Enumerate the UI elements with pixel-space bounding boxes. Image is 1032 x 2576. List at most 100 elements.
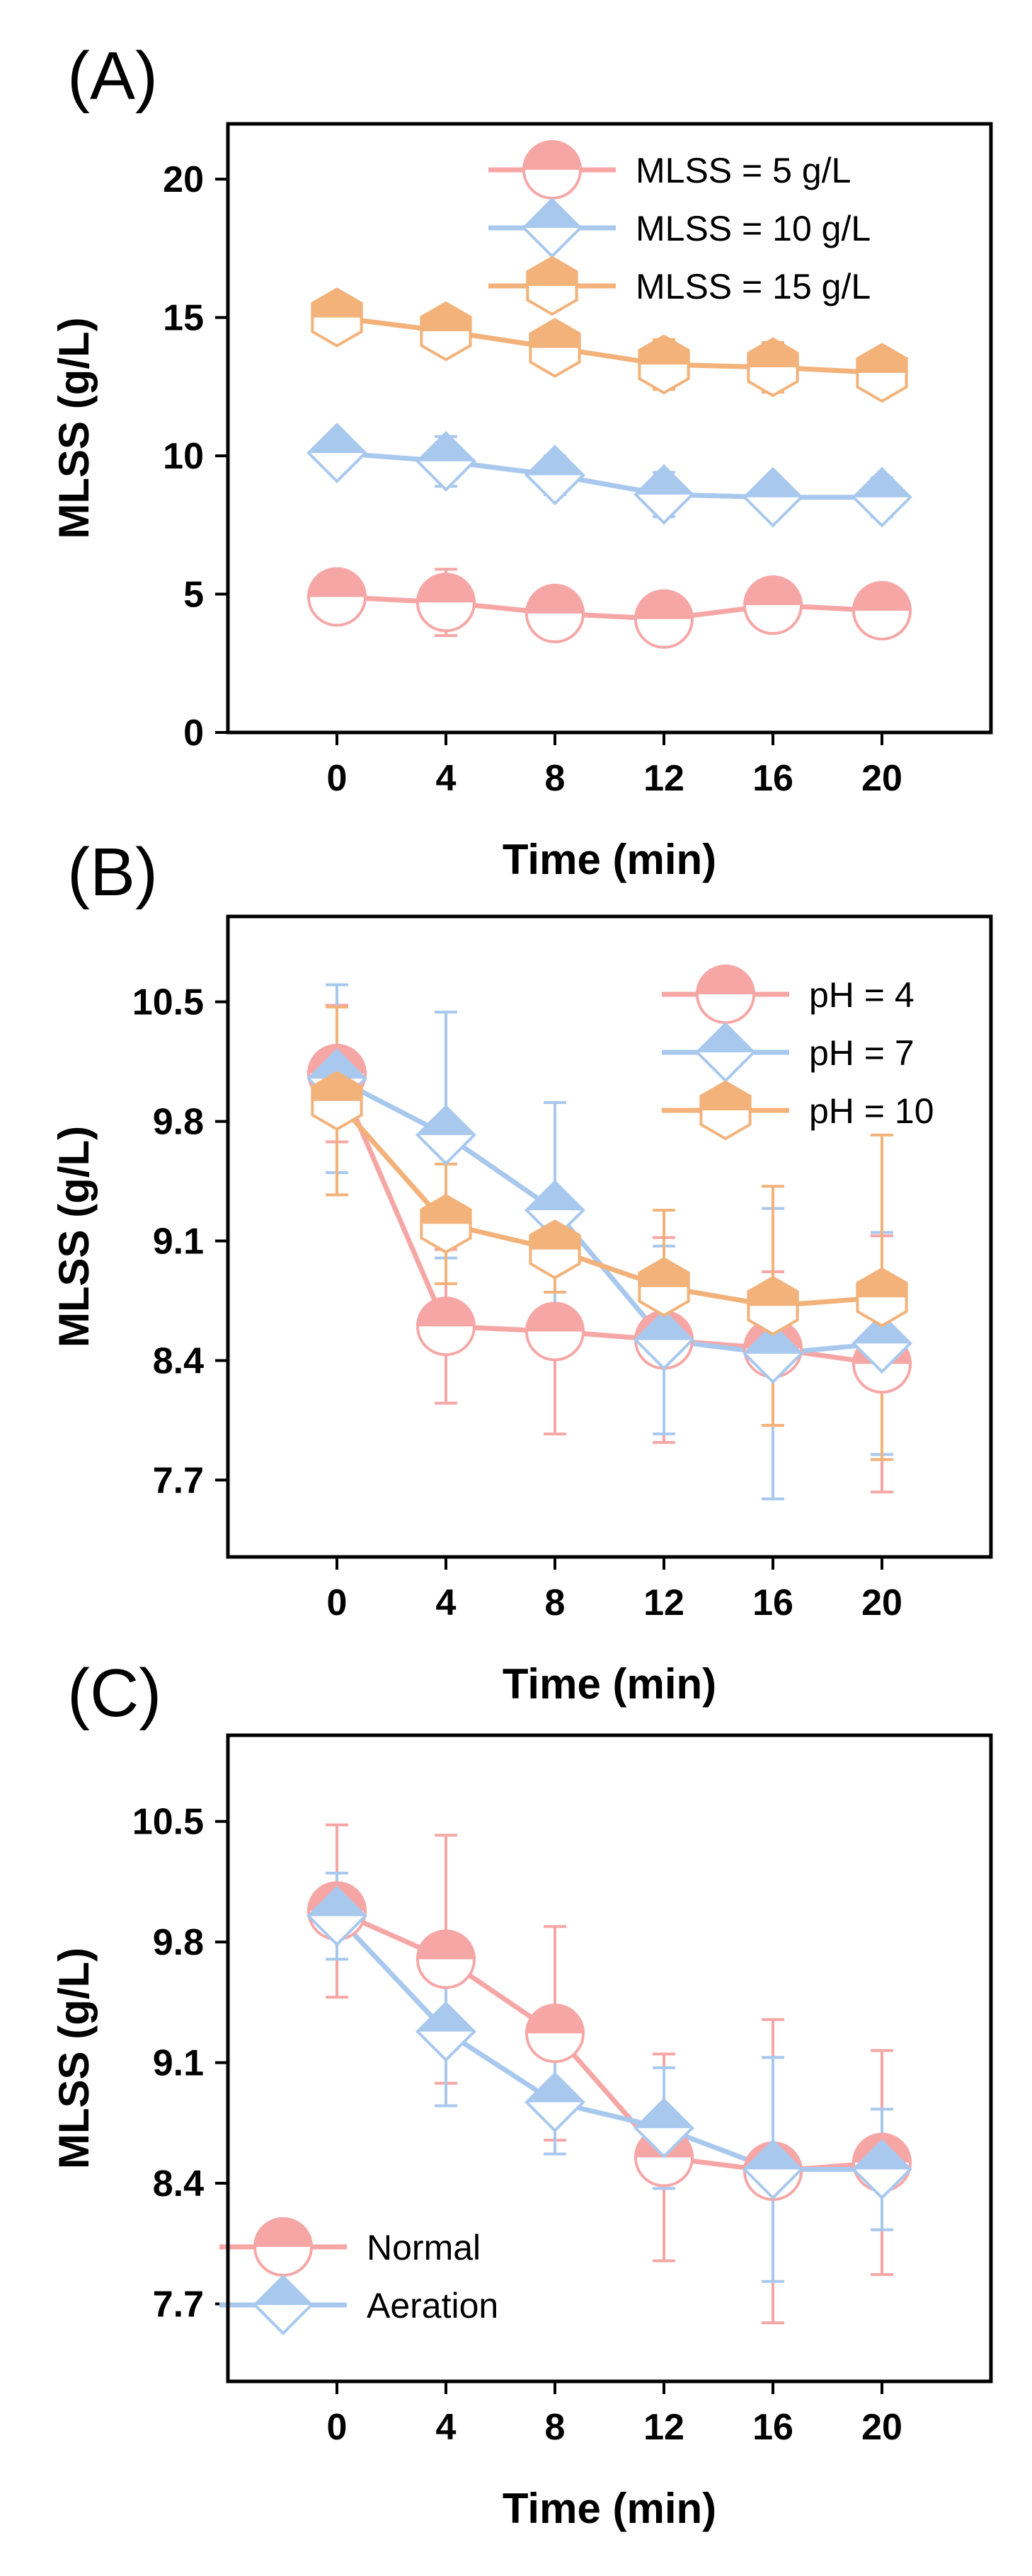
x-tick-label: 20 bbox=[861, 758, 902, 799]
x-axis-label: Time (min) bbox=[503, 1660, 716, 1708]
plot-frame bbox=[226, 1733, 993, 2384]
chart-panel-1: (A) 0 4 8 12 16 20 0 5 10 15 20 Time (min) MLSS (g/L)… bbox=[50, 38, 993, 883]
x-tick-label: 0 bbox=[327, 1582, 348, 1623]
data-point-fill bbox=[743, 575, 803, 606]
data-point-fill bbox=[420, 1194, 472, 1224]
data-point-fill bbox=[856, 343, 908, 373]
data-point-fill bbox=[638, 1257, 690, 1287]
data-point-fill bbox=[524, 444, 585, 476]
x-axis-label: Time (min) bbox=[503, 2485, 716, 2532]
data-point-fill bbox=[524, 1301, 585, 1332]
data-point-fill bbox=[306, 1885, 367, 1916]
data-point-fill bbox=[524, 1180, 585, 1211]
data-point-fill bbox=[852, 466, 912, 498]
series-line bbox=[336, 1076, 883, 1357]
y-tick-label: 7.7 bbox=[153, 1460, 204, 1501]
data-point-fill bbox=[311, 287, 363, 318]
data-point-fill bbox=[633, 589, 694, 619]
x-tick-label: 4 bbox=[436, 758, 457, 799]
y-tick-label: 15 bbox=[163, 298, 204, 339]
data-point-fill bbox=[306, 1048, 367, 1079]
data-point-fill bbox=[743, 466, 803, 498]
legend-label: Normal bbox=[367, 2228, 481, 2267]
legend-marker-fill bbox=[695, 1022, 756, 1052]
data-point-fill bbox=[633, 1309, 694, 1340]
legend-label: Aeration bbox=[367, 2286, 498, 2325]
legend-label: MLSS = 10 g/L bbox=[636, 209, 871, 248]
data-point-fill bbox=[415, 431, 476, 461]
x-tick-label: 4 bbox=[436, 2407, 457, 2448]
legend-marker-fill bbox=[522, 197, 583, 228]
data-point-fill bbox=[638, 334, 690, 365]
legend-label: MLSS = 15 g/L bbox=[636, 267, 871, 306]
plot-frame bbox=[226, 914, 993, 1559]
y-tick-label: 8.4 bbox=[153, 2163, 204, 2204]
legend-label: pH = 10 bbox=[809, 1091, 934, 1131]
legend-marker-fill bbox=[253, 2217, 314, 2247]
data-point-fill bbox=[633, 2098, 694, 2129]
y-tick-label: 20 bbox=[163, 159, 204, 200]
series-3 bbox=[326, 1005, 893, 1461]
data-point-fill bbox=[529, 318, 581, 348]
data-point-fill bbox=[525, 2003, 585, 2034]
y-tick-label: 9.1 bbox=[153, 1221, 204, 1263]
y-tick-label: 5 bbox=[183, 575, 204, 616]
panel-label: (B) bbox=[67, 834, 158, 910]
legend-marker-fill bbox=[522, 140, 583, 170]
y-tick-label: 8.4 bbox=[153, 1340, 204, 1381]
x-tick-label: 12 bbox=[643, 1582, 684, 1623]
x-tick-label: 0 bbox=[327, 758, 348, 799]
x-tick-label: 0 bbox=[327, 2407, 348, 2448]
legend-marker-fill bbox=[695, 965, 756, 994]
x-tick-label: 16 bbox=[752, 2407, 793, 2448]
legend-label: MLSS = 5 g/L bbox=[636, 151, 851, 190]
x-tick-label: 20 bbox=[861, 1582, 902, 1623]
data-point-fill bbox=[306, 567, 367, 597]
series-3 bbox=[326, 302, 893, 394]
y-tick-label: 9.8 bbox=[153, 1922, 204, 1963]
chart-panel-2: (B) 0 4 8 12 16 20 7.7 8.4 9.1 9.8 10.5 Time (min) ML… bbox=[50, 834, 993, 1708]
data-point-fill bbox=[524, 2071, 585, 2103]
data-point-fill bbox=[852, 2139, 912, 2170]
legend-label: pH = 7 bbox=[809, 1033, 915, 1073]
data-point-fill bbox=[415, 1296, 476, 1327]
y-tick-label: 10.5 bbox=[132, 982, 204, 1023]
data-point-fill bbox=[420, 301, 472, 332]
y-tick-label: 9.8 bbox=[153, 1102, 204, 1143]
legend-marker-fill bbox=[699, 1080, 752, 1110]
data-point-fill bbox=[311, 1071, 363, 1101]
data-point-fill bbox=[529, 1219, 581, 1250]
y-tick-label: 9.1 bbox=[153, 2043, 204, 2084]
data-point-fill bbox=[633, 464, 694, 495]
x-tick-label: 12 bbox=[643, 2407, 684, 2448]
data-point-fill bbox=[743, 1323, 803, 1354]
panel-label: (A) bbox=[67, 38, 158, 114]
x-tick-label: 4 bbox=[436, 1582, 457, 1623]
x-tick-label: 8 bbox=[545, 2407, 566, 2448]
chart-panel-3: (C) 0 4 8 12 16 20 7.7 8.4 9.1 9.8 10.5 Time (min) ML… bbox=[50, 1655, 993, 2532]
x-tick-label: 8 bbox=[545, 758, 566, 799]
y-tick-label: 10.5 bbox=[132, 1802, 204, 1843]
data-point-fill bbox=[747, 1275, 799, 1306]
y-axis-label: MLSS (g/L) bbox=[50, 1126, 98, 1347]
y-axis-label: MLSS (g/L) bbox=[50, 317, 98, 539]
x-axis-label: Time (min) bbox=[503, 836, 716, 883]
series-2 bbox=[326, 1871, 893, 2283]
data-point-fill bbox=[415, 573, 476, 603]
x-tick-label: 20 bbox=[861, 2407, 902, 2448]
y-tick-label: 7.7 bbox=[153, 2284, 204, 2325]
data-point-fill bbox=[416, 1929, 476, 1960]
plot-frame bbox=[226, 122, 993, 735]
y-tick-label: 0 bbox=[183, 713, 204, 754]
data-point-fill bbox=[747, 337, 799, 367]
series-line bbox=[336, 315, 883, 376]
data-point-fill bbox=[415, 2001, 476, 2032]
data-point-fill bbox=[852, 581, 912, 611]
data-point-fill bbox=[743, 2139, 803, 2170]
y-axis-label: MLSS (g/L) bbox=[50, 1948, 98, 2169]
x-tick-label: 12 bbox=[643, 758, 684, 799]
legend-marker-fill bbox=[526, 255, 578, 286]
series-2 bbox=[326, 435, 893, 519]
panel-label: (C) bbox=[67, 1655, 161, 1731]
